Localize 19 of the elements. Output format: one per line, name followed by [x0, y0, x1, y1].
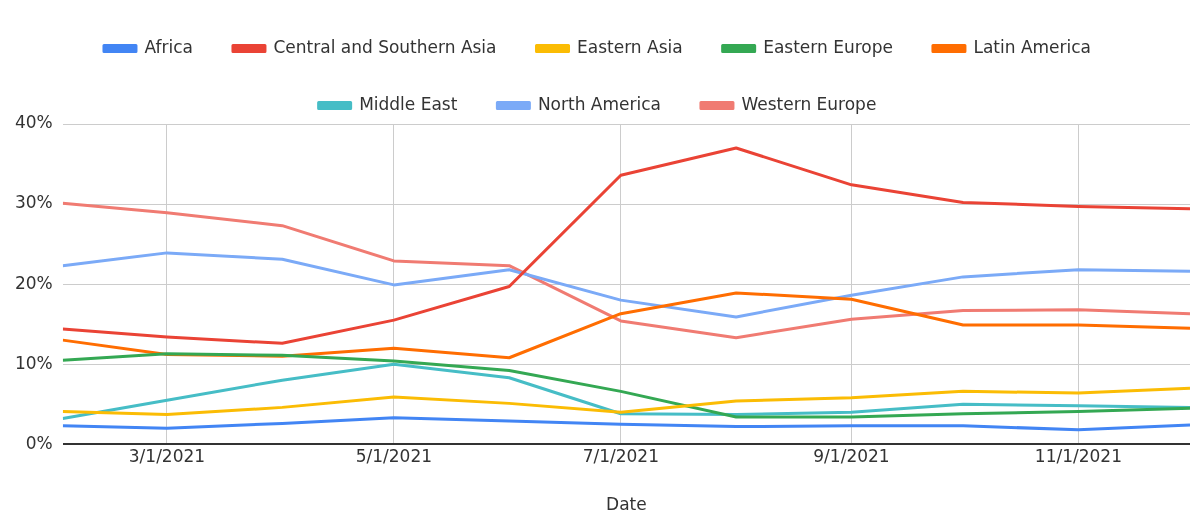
x-tick-label: 7/1/2021 — [582, 445, 659, 466]
legend-label: Western Europe — [741, 93, 877, 114]
legend-label: Latin America — [973, 36, 1092, 57]
x-axis-title: Date — [606, 494, 647, 515]
legend-label: Middle East — [359, 93, 458, 114]
y-tick-label: 0% — [25, 432, 53, 453]
legend-label: North America — [537, 93, 661, 114]
legend-label: Eastern Europe — [763, 36, 893, 57]
y-tick-label: 20% — [14, 272, 53, 293]
x-tick-label: 11/1/2021 — [1034, 445, 1122, 466]
legend-label: Central and Southern Asia — [273, 36, 497, 57]
x-tick-label: 3/1/2021 — [128, 445, 206, 466]
legend-label: Eastern Asia — [577, 36, 683, 57]
x-tick-label: 5/1/2021 — [355, 445, 433, 466]
y-tick-label: 10% — [14, 352, 53, 373]
y-tick-label: 40% — [14, 112, 53, 133]
y-tick-label: 30% — [14, 192, 53, 213]
legend-label: Africa — [144, 36, 193, 57]
x-tick-label: 9/1/2021 — [813, 445, 890, 466]
